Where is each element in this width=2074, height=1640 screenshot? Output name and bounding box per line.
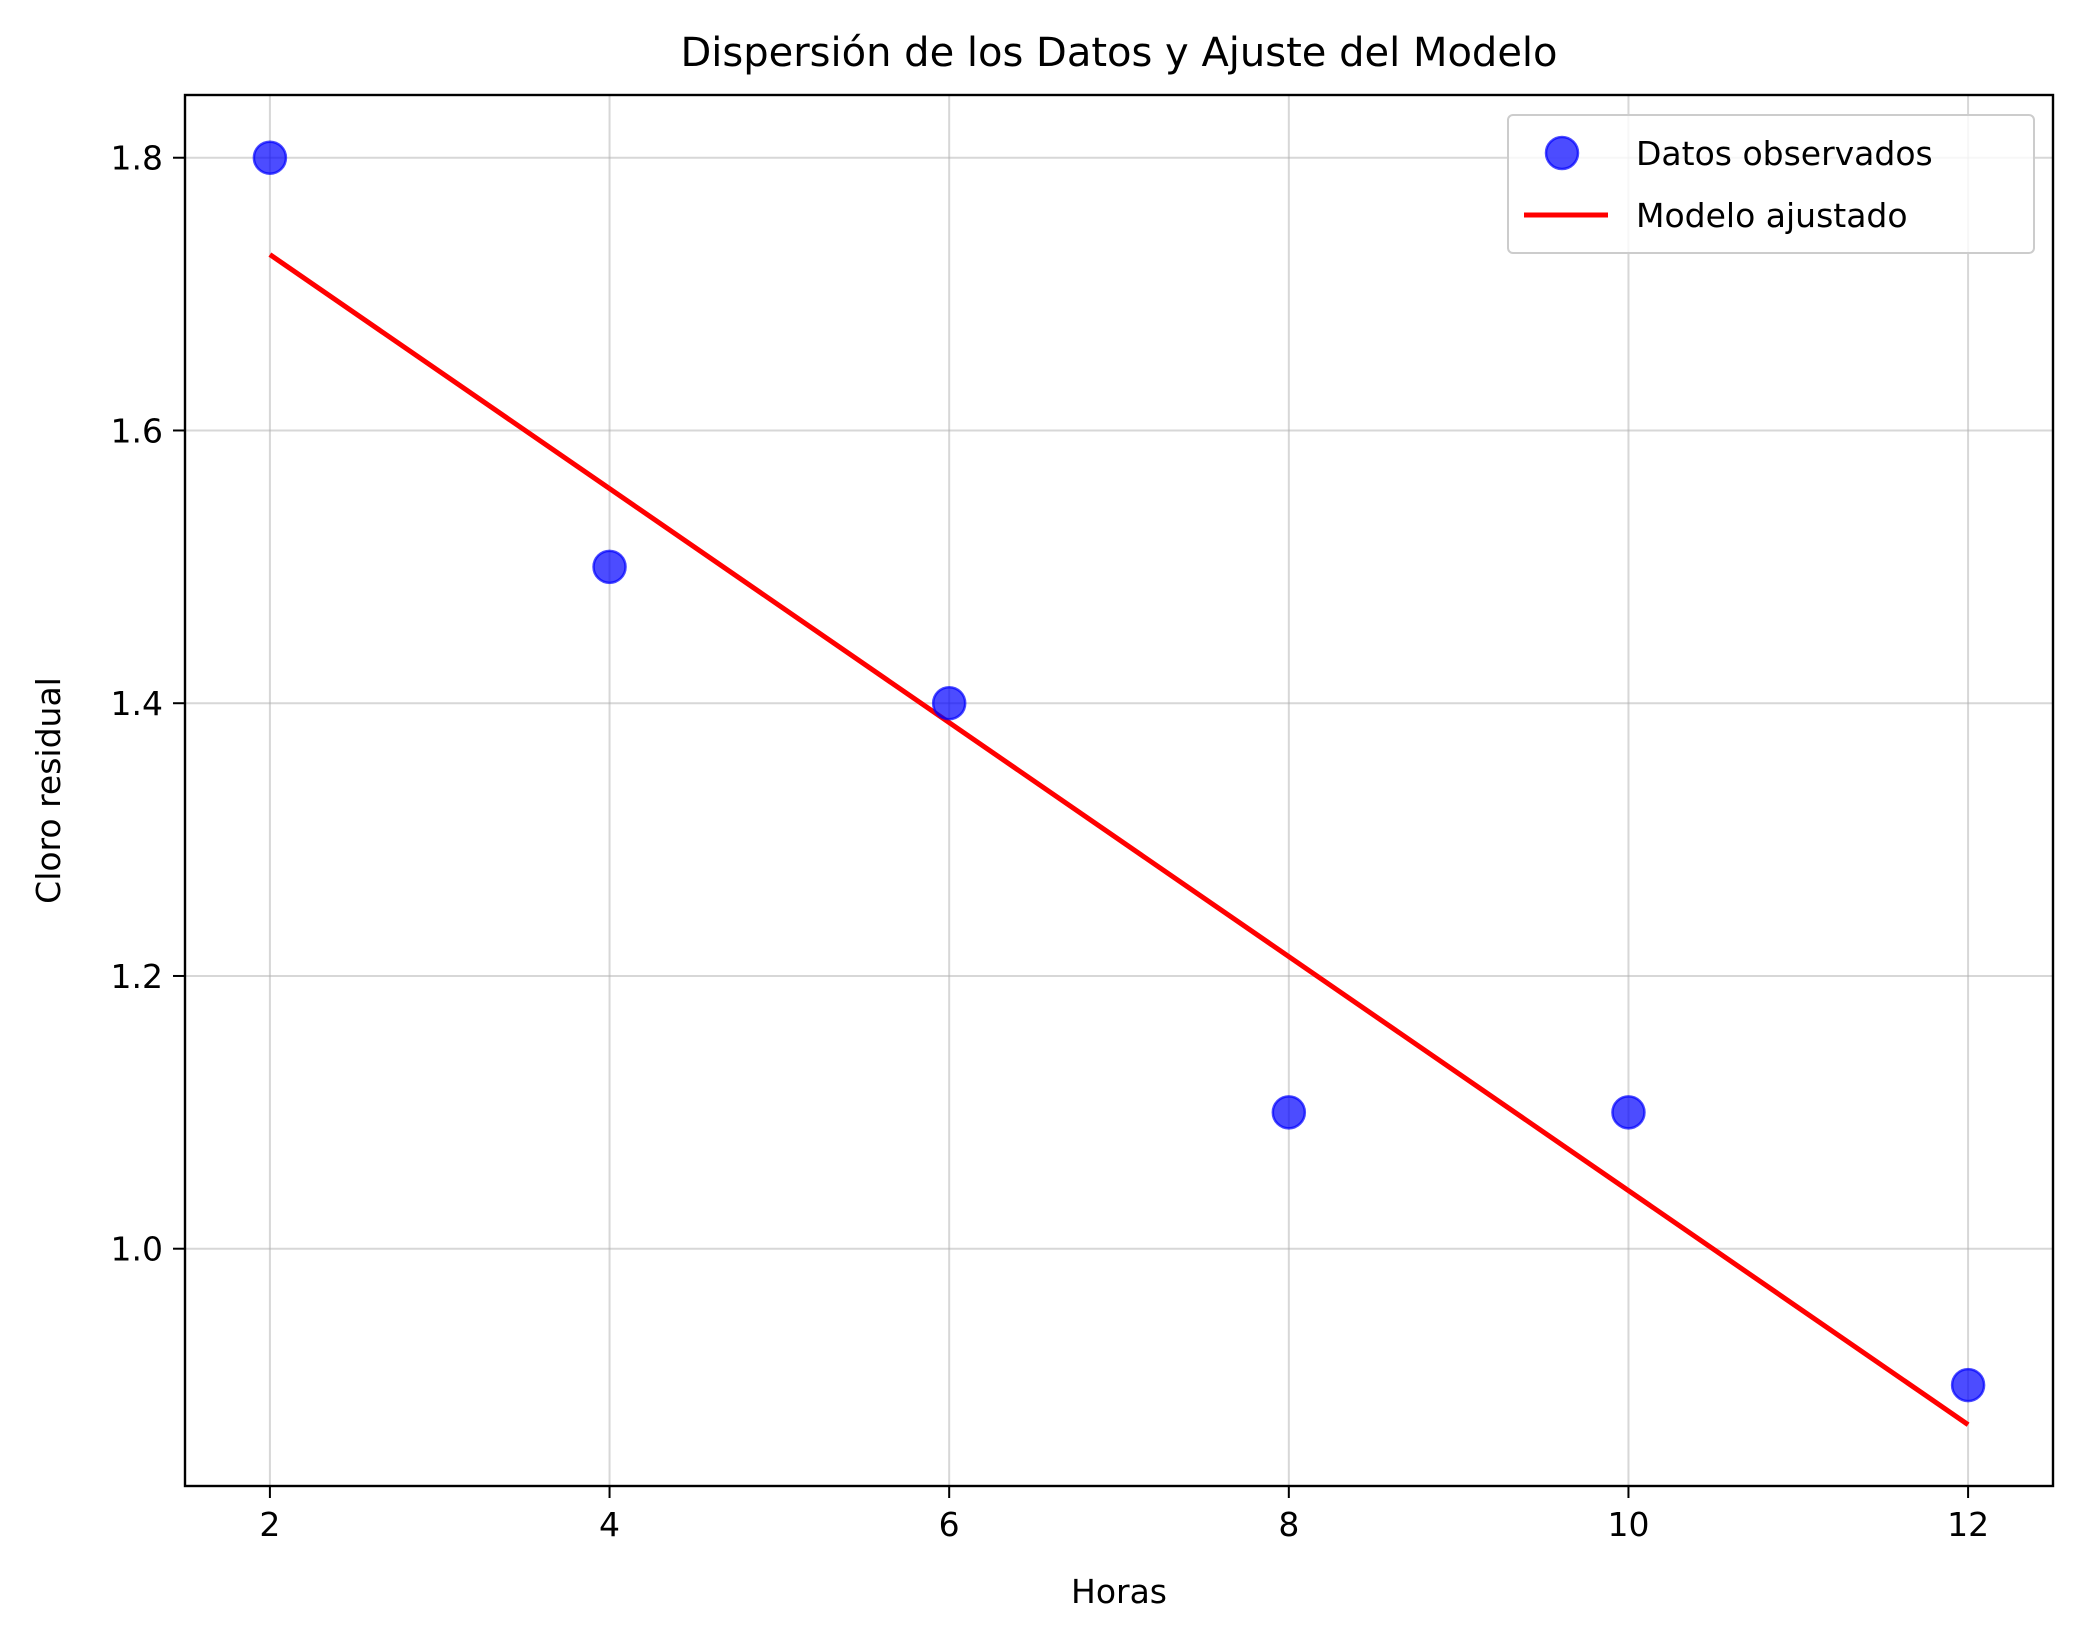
y-tick-label: 1.6	[111, 411, 163, 450]
chart-title: Dispersión de los Datos y Ajuste del Mod…	[680, 30, 1557, 76]
legend-label-scatter: Datos observados	[1636, 134, 1933, 173]
data-point	[1950, 1367, 1986, 1403]
scatter-points-layer	[252, 140, 1986, 1403]
y-axis-label: Cloro residual	[29, 677, 68, 904]
fitted-model-line	[268, 252, 1970, 1427]
legend-box	[1507, 114, 2035, 254]
data-point	[931, 685, 967, 721]
x-tick-label: 10	[1607, 1505, 1649, 1544]
data-point	[592, 549, 627, 585]
y-tick-label: 1.0	[111, 1230, 163, 1269]
x-tick-label: 12	[1947, 1505, 1989, 1544]
x-tick-label: 2	[259, 1505, 280, 1544]
y-tick-label: 1.4	[111, 684, 163, 723]
x-axis-label: Horas	[1071, 1572, 1167, 1611]
data-point	[1611, 1095, 1646, 1130]
x-tick-label: 6	[939, 1505, 960, 1544]
y-tick-label: 1.8	[111, 139, 163, 178]
x-tick-label: 4	[599, 1505, 620, 1544]
fitted-line-layer	[268, 252, 1970, 1427]
x-tick-label: 8	[1278, 1505, 1299, 1544]
legend: Datos observados Modelo ajustado	[1507, 114, 2035, 254]
data-point	[1271, 1095, 1307, 1130]
data-point	[252, 140, 288, 175]
plot-area-frame	[183, 93, 2055, 1488]
y-tick-label: 1.2	[111, 957, 163, 996]
legend-label-line: Modelo ajustado	[1636, 196, 1908, 235]
axis-ticks: 2 4 6 8 10 12 1.0 1.2 1.4 1.6 1.8	[111, 139, 1990, 1544]
legend-marker-scatter	[1544, 135, 1580, 171]
